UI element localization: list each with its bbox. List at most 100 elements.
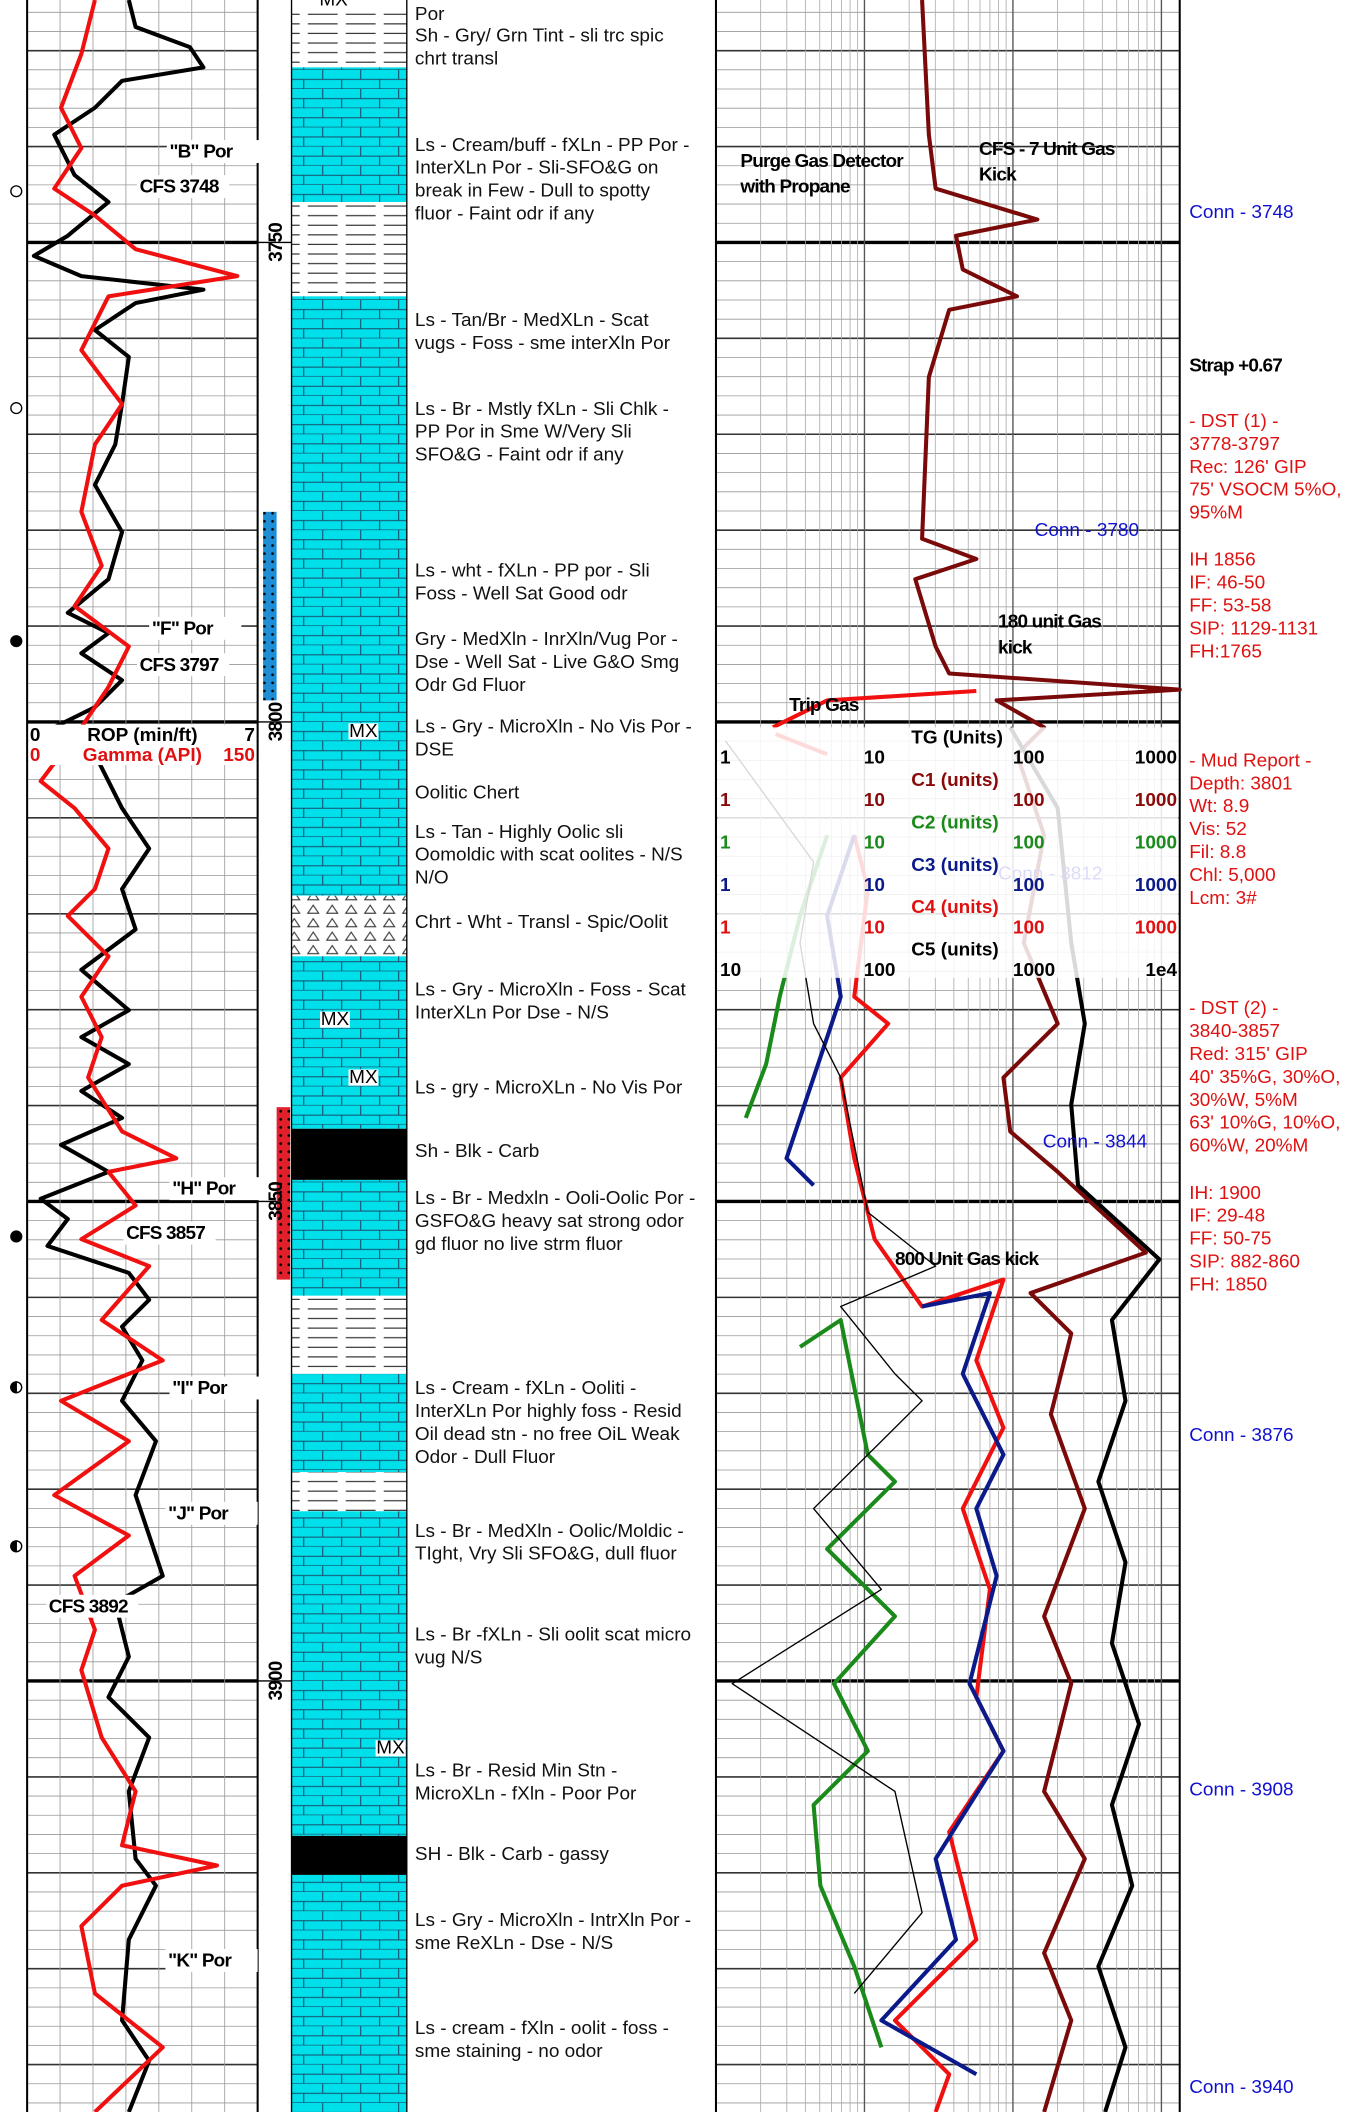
track1-annotation: "I" Por xyxy=(172,1378,228,1399)
lithology-interval xyxy=(291,1179,407,1296)
scale-tick: 1 xyxy=(720,833,731,854)
lithology-description: chrt transl xyxy=(415,49,498,70)
remark: Fil: 8.8 xyxy=(1189,842,1246,863)
lithology-interval xyxy=(291,0,407,14)
remark: FH: 1850 xyxy=(1189,1274,1267,1295)
scale-tick: 100 xyxy=(1013,748,1045,769)
track1-annotation: "J" Por xyxy=(168,1503,229,1524)
lithology-description: Dse - Well Sat - Live G&O Smg xyxy=(415,652,679,673)
track1-scale-label: Gamma (API) xyxy=(83,745,202,766)
remark: IF: 46-50 xyxy=(1189,573,1265,594)
remark: - DST (2) - xyxy=(1189,998,1278,1019)
scale-tick: 10 xyxy=(864,917,885,938)
scale-tick: 1000 xyxy=(1135,917,1177,938)
lithology-description: vugs - Foss - sme interXln Por xyxy=(415,333,670,354)
track1-annotation: "F" Por xyxy=(152,618,214,639)
mx-box xyxy=(320,1011,350,1028)
lithology-description: DSE xyxy=(415,740,454,761)
scale-name: C5 (units) xyxy=(911,940,998,961)
track1-scale-min: 0 xyxy=(30,745,41,766)
lithology-description: GSFO&G heavy sat strong odor xyxy=(415,1211,684,1232)
gas-annotation: 800 Unit Gas kick xyxy=(895,1249,1040,1270)
track1-scale-min: 0 xyxy=(30,725,41,746)
scale-tick: 10 xyxy=(864,748,885,769)
remark: Rec: 126' GIP xyxy=(1189,457,1307,478)
gas-annotation: Purge Gas Detector xyxy=(740,151,904,172)
depth-label: 3800 xyxy=(266,702,287,741)
depth-label: 3850 xyxy=(266,1182,287,1221)
porosity-bars xyxy=(263,511,291,1280)
annotation-bg xyxy=(136,175,230,198)
lithology-description: Ls - Gry - MicroXln - IntrXln Por - xyxy=(415,1910,691,1931)
lithology-description: Ls - Gry - MicroXln - Foss - Scat xyxy=(415,979,687,1000)
track1-annotation: "K" Por xyxy=(168,1951,232,1972)
gas-annotation: 180 unit Gas xyxy=(998,612,1101,633)
remark: Conn - 3940 xyxy=(1189,2077,1293,2098)
mx-label: MX xyxy=(349,1067,378,1088)
mx-label: MX xyxy=(376,1738,405,1759)
lithology-interval xyxy=(291,1835,407,1875)
remark: Conn - 3876 xyxy=(1189,1425,1293,1446)
connection-label: Conn - 3780 xyxy=(1035,520,1139,541)
annotation-bg xyxy=(123,1221,216,1245)
scale-tick: 1e4 xyxy=(1145,960,1177,981)
track1-scale-max: 7 xyxy=(244,725,255,746)
track1-annotation: CFS 3797 xyxy=(140,655,219,676)
gas-annotation: Trip Gas xyxy=(789,695,859,716)
remark: FH:1765 xyxy=(1189,641,1262,662)
lithology-interval xyxy=(291,296,407,896)
lithology-description: SH - Blk - Carb - gassy xyxy=(415,1844,609,1865)
c1-curve xyxy=(838,834,1006,2112)
track1-annotation: CFS 3892 xyxy=(49,1596,128,1617)
mx-box xyxy=(348,723,379,740)
scale-bg xyxy=(717,727,1179,978)
scale-tick: 10 xyxy=(864,875,885,896)
lithology-description: InterXLn Por highly foss - Resid xyxy=(415,1401,682,1422)
remark: Strap +0.67 xyxy=(1189,356,1282,377)
remark: 30%W, 5%M xyxy=(1189,1090,1298,1111)
lithology-description: Ls - Cream/buff - fXLn - PP Por - xyxy=(415,135,689,156)
remark: IH: 1900 xyxy=(1189,1183,1261,1204)
remark: 75' VSOCM 5%O, xyxy=(1189,480,1341,501)
scale-tick: 100 xyxy=(1013,875,1045,896)
lithology-interval xyxy=(291,1874,407,2112)
lithology-interval xyxy=(291,67,407,203)
lithology-description: Sh - Gry/ Grn Tint - sli trc spic xyxy=(415,26,664,47)
lithology-description: Ls - Br - Medxln - Ooli-Oolic Por - xyxy=(415,1188,695,1209)
remark: 3840-3857 xyxy=(1189,1021,1280,1042)
lithology-description: Odr Gd Fluor xyxy=(415,675,526,696)
annotation-bg xyxy=(149,616,242,640)
scale-name: C1 (units) xyxy=(911,770,998,791)
remark: SIP: 882-860 xyxy=(1189,1252,1300,1273)
gas-annotation: kick xyxy=(998,637,1033,658)
lithology-description: Oolitic Chert xyxy=(415,783,520,804)
remark: Chl: 5,000 xyxy=(1189,865,1275,886)
show-symbols xyxy=(10,185,23,1553)
lithology-description: Ls - Wht - MicroXLn - No Vis xyxy=(415,0,655,2)
lithology-interval xyxy=(291,1373,407,1473)
scale-tick: 10 xyxy=(720,960,741,981)
lithology-description: Chrt - Wht - Transl - Spic/Oolit xyxy=(415,912,669,933)
depth-label: 3750 xyxy=(266,223,287,262)
gamma-curve xyxy=(38,0,240,2112)
lithology-description: Oomoldic with scat oolites - N/S xyxy=(415,845,683,866)
scale-tick: 1 xyxy=(720,790,731,811)
gas-annotation: Kick xyxy=(979,165,1017,186)
lithology-description: Gry - MedXln - InrXln/Vug Por - xyxy=(415,629,678,650)
scale-name: C3 (units) xyxy=(911,855,998,876)
frames xyxy=(26,0,1181,2112)
c4-curve xyxy=(724,740,937,1994)
track1-scale-max: 150 xyxy=(223,745,255,766)
lithology-interval xyxy=(291,202,407,297)
scale-tick: 100 xyxy=(1013,790,1045,811)
lithology-description: TIght, Vry Sli SFO&G, dull fluor xyxy=(415,1544,677,1565)
scale-tick: 1000 xyxy=(1135,748,1177,769)
lithology-description: Ls - Br - MedXln - Oolic/Moldic - xyxy=(415,1521,684,1542)
texts: 3750 3800 3850 3900 Ls - Wht - MicroXLn - No… xyxy=(28,0,1341,2098)
remark: FF: 50-75 xyxy=(1189,1229,1271,1250)
c2-curve xyxy=(798,1317,897,2048)
scale-tick: 1000 xyxy=(1013,960,1055,981)
gas-annotation: CFS - 7 Unit Gas xyxy=(979,139,1115,160)
lithology-description: PP Por in Sme W/Very Sli xyxy=(415,422,632,443)
lithology-description: SFO&G - Faint odr if any xyxy=(415,445,624,466)
